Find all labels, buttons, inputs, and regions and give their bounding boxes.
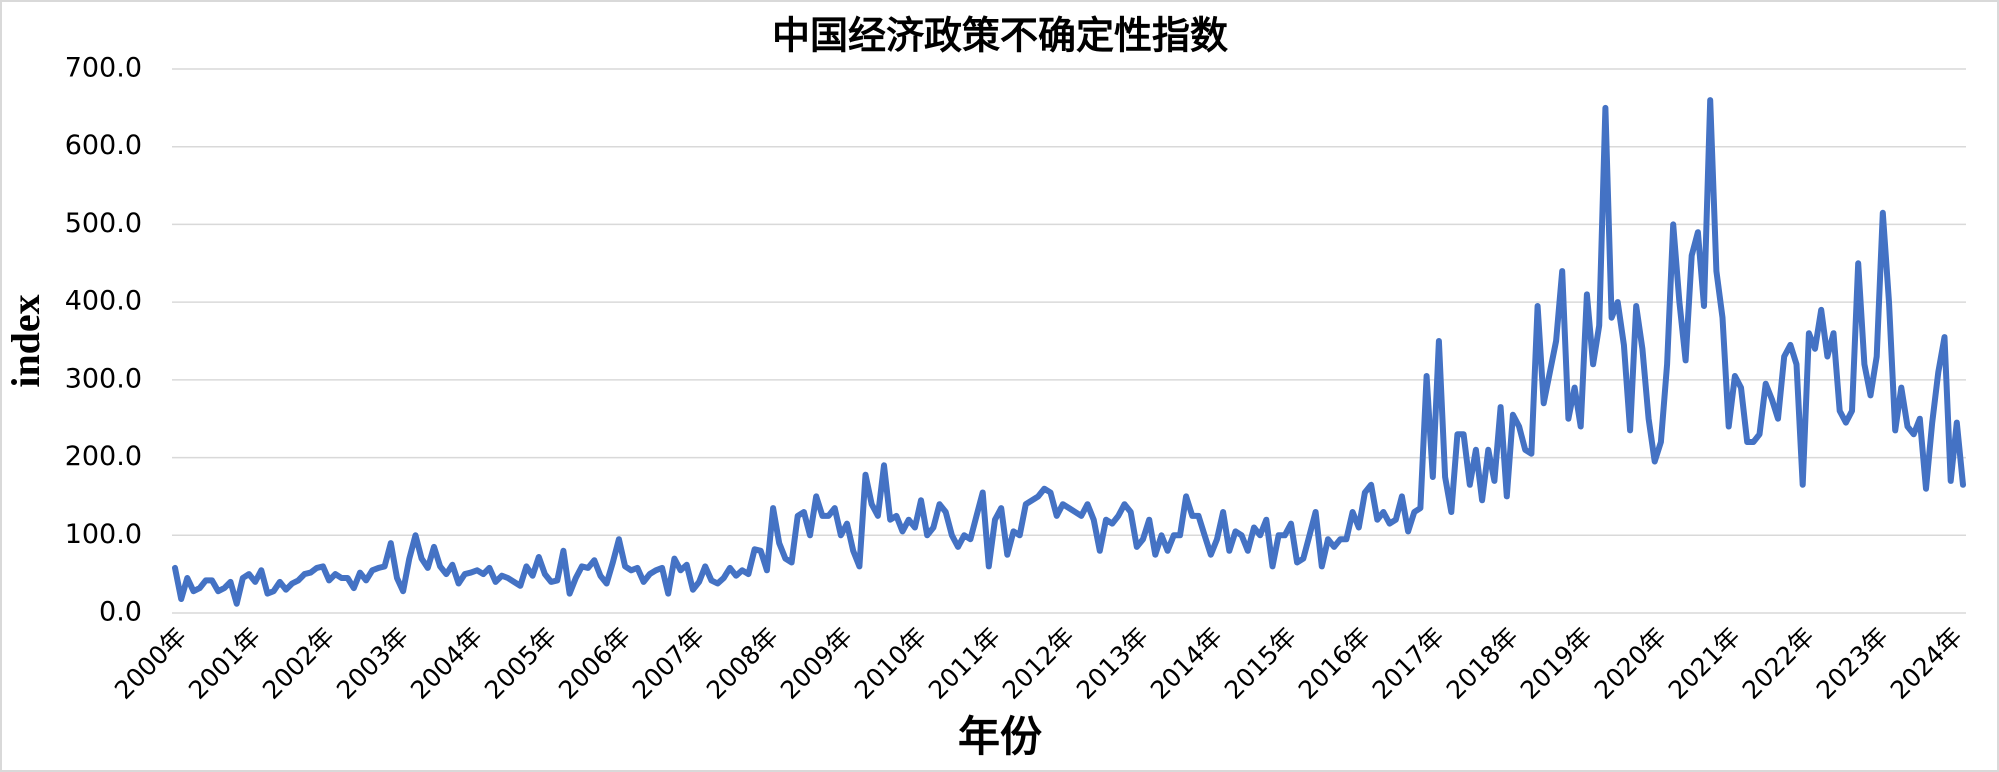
- x-axis-label: 年份: [958, 712, 1042, 761]
- y-tick-label: 400.0: [65, 286, 142, 317]
- y-tick-label: 200.0: [65, 441, 142, 472]
- chart-title: 中国经济政策不确定性指数: [772, 14, 1228, 58]
- y-tick-label: 100.0: [65, 519, 142, 550]
- y-tick-label: 300.0: [65, 363, 142, 394]
- y-tick-label: 600.0: [65, 130, 142, 161]
- y-tick-label: 500.0: [65, 208, 142, 239]
- y-axis-label: index: [3, 294, 48, 387]
- data-line: [172, 97, 1966, 607]
- y-tick-label: 700.0: [65, 53, 142, 84]
- y-tick-label: 0.0: [99, 597, 142, 628]
